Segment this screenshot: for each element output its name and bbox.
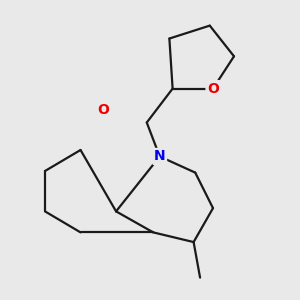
Text: O: O — [97, 103, 109, 117]
Text: N: N — [154, 149, 166, 164]
Text: O: O — [207, 82, 219, 96]
